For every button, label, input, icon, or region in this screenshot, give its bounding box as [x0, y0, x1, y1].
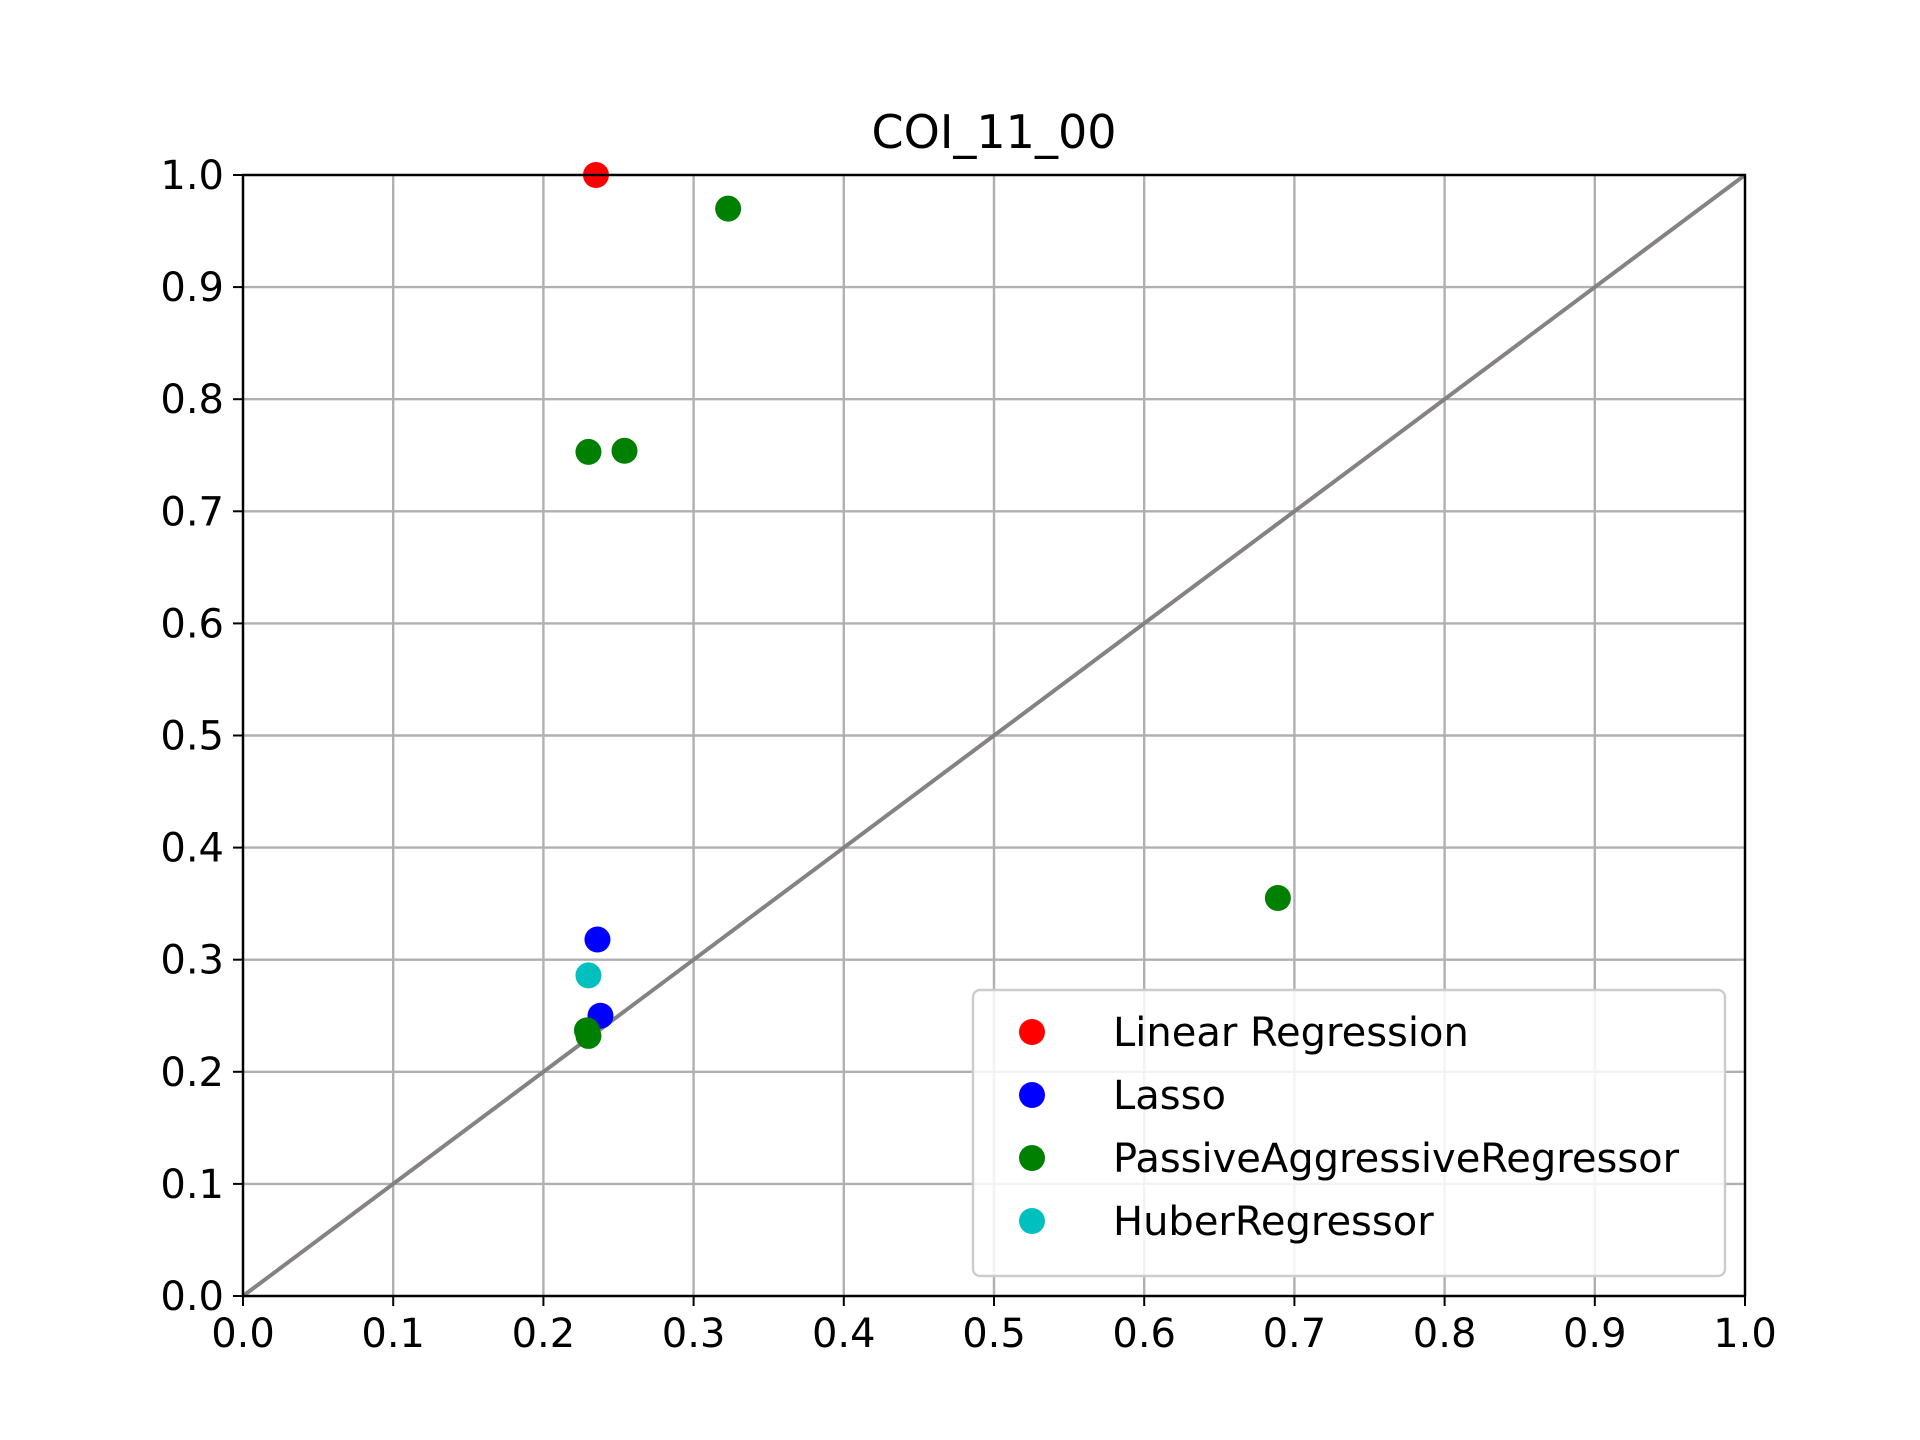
y-tick-label: 1.0: [160, 153, 224, 199]
reference-line: [241, 173, 1747, 1298]
x-tick-label: 0.6: [1112, 1311, 1176, 1357]
x-axis: 0.0 0.1 0.2 0.3 0.4 0.5 0.6 0.7 0.8 0.9 1.0: [211, 1296, 1777, 1357]
legend-box: [971, 988, 1727, 1278]
legend-marker: [1019, 1145, 1045, 1171]
y-tick-label: 0.6: [160, 601, 224, 647]
data-point: [575, 438, 602, 465]
y-tick-label: 0.1: [160, 1162, 224, 1208]
chart-title: COI_11_00: [872, 105, 1117, 159]
data-point: [611, 437, 638, 464]
identity-line: [241, 173, 1747, 1298]
legend-label: Linear Regression: [1113, 1010, 1469, 1056]
legend-label: Lasso: [1113, 1073, 1226, 1119]
legend: Linear Regression Lasso PassiveAggressiveR…: [971, 988, 1727, 1278]
legend-label: PassiveAggressiveRegressor: [1113, 1136, 1680, 1182]
y-tick-label: 0.9: [160, 265, 224, 311]
legend-marker: [1019, 1019, 1045, 1045]
y-tick-label: 0.8: [160, 377, 224, 423]
y-tick-label: 0.5: [160, 714, 224, 760]
x-tick-label: 0.3: [662, 1311, 726, 1357]
x-tick-label: 0.5: [962, 1311, 1026, 1357]
x-tick-label: 0.8: [1413, 1311, 1477, 1357]
x-tick-label: 0.0: [211, 1311, 275, 1357]
data-point: [1264, 885, 1291, 912]
data-point: [575, 1022, 602, 1049]
x-tick-label: 0.7: [1263, 1311, 1327, 1357]
y-tick-label: 0.0: [160, 1274, 224, 1320]
x-tick-label: 0.9: [1563, 1311, 1627, 1357]
x-tick-label: 0.1: [361, 1311, 425, 1357]
data-point: [715, 195, 742, 222]
legend-marker: [1019, 1208, 1045, 1234]
y-axis: 0.0 0.1 0.2 0.3 0.4 0.5 0.6 0.7 0.8 0.9 1.0: [160, 153, 243, 1320]
y-tick-label: 0.4: [160, 826, 224, 872]
y-tick-label: 0.2: [160, 1050, 224, 1096]
y-tick-label: 0.3: [160, 938, 224, 984]
legend-label: HuberRegressor: [1113, 1199, 1434, 1245]
data-point: [575, 962, 602, 989]
legend-marker: [1019, 1082, 1045, 1108]
x-tick-label: 0.2: [512, 1311, 576, 1357]
x-tick-label: 0.4: [812, 1311, 876, 1357]
x-tick-label: 1.0: [1713, 1311, 1777, 1357]
y-tick-label: 0.7: [160, 489, 224, 535]
data-point: [584, 926, 611, 953]
